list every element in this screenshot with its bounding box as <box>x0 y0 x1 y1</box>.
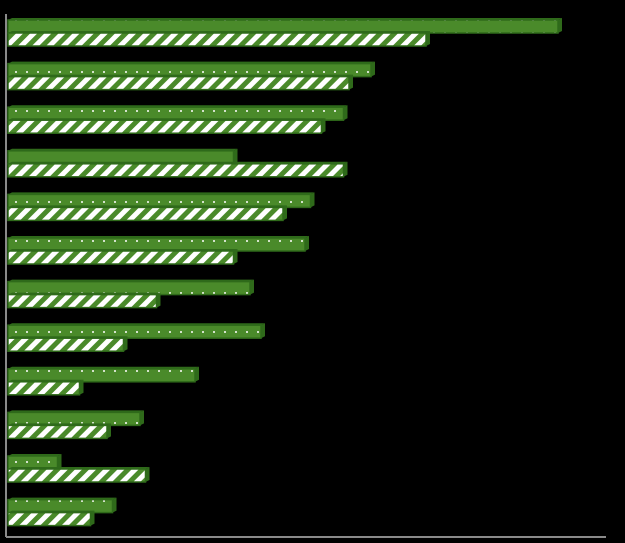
bar-series2-row-4 <box>7 161 348 178</box>
bar-series2-row-5-face <box>7 206 284 222</box>
bar-series2-row-12-side <box>90 510 95 526</box>
bar-series2-row-3-face <box>7 119 323 134</box>
bar-series2-row-7-side <box>156 292 161 308</box>
bar-series1-row-9-face <box>7 368 196 383</box>
bar-series2-row-10-face <box>7 424 108 440</box>
bar-series1-row-12-side <box>112 497 117 513</box>
bar-series1-row-11 <box>7 454 62 470</box>
bar-series2-row-6-face <box>7 250 235 265</box>
bar-series2-row-4-face <box>7 163 345 178</box>
bar-series1-row-10 <box>7 410 144 427</box>
bar-series1-row-12 <box>7 497 117 514</box>
bar-series2-row-9-face <box>7 381 81 396</box>
bar-series2-row-6-side <box>233 249 238 264</box>
bar-series2-row-7 <box>7 292 161 309</box>
bar-series2-row-10-side <box>107 423 111 439</box>
bar-series1-row-8 <box>7 323 265 339</box>
bar-series2-row-4-side <box>343 161 348 177</box>
bar-series1-row-10-side <box>140 410 144 426</box>
bar-series2-row-11 <box>7 467 150 483</box>
bar-series1-row-7-side <box>250 279 254 295</box>
bar-series2-row-8-face <box>7 337 125 352</box>
bar-series1-row-6-side <box>305 236 309 251</box>
bar-series1-row-8-side <box>261 323 265 339</box>
bar-series2-row-8 <box>7 336 128 352</box>
bar-series1-row-6 <box>7 236 309 252</box>
bar-series2-row-12-face <box>7 511 92 527</box>
bar-series1-row-1 <box>7 18 562 34</box>
bar-series2-row-1-face <box>7 32 427 47</box>
bar-series2-row-1-side <box>426 31 430 46</box>
bar-series2-row-1 <box>7 31 430 47</box>
bar-series2-row-11-face <box>7 468 147 483</box>
bar-series1-row-4-side <box>233 148 238 164</box>
bar-series2-row-5-side <box>283 205 287 221</box>
bar-series2-row-12 <box>7 510 95 527</box>
bar-series2-row-6 <box>7 249 238 265</box>
plot-area <box>7 18 562 527</box>
bar-series2-row-11-side <box>145 467 150 482</box>
bar-series1-row-5-side <box>310 192 315 208</box>
bar-series1-row-7 <box>7 279 254 296</box>
bar-series1-row-3 <box>7 105 348 121</box>
bar-series2-row-8-side <box>123 336 128 352</box>
bar-series2-row-10 <box>7 423 111 440</box>
bar-series2-row-9-side <box>79 379 84 395</box>
bar-series2-row-9 <box>7 379 84 396</box>
bar-series2-row-3-side <box>321 118 326 134</box>
bar-series1-row-3-side <box>343 105 348 121</box>
bar-series1-row-2-side <box>371 61 375 77</box>
bar-series1-row-4 <box>7 148 238 165</box>
bar-series2-row-2-face <box>7 75 350 91</box>
bar-series1-row-5 <box>7 192 315 209</box>
bar-series2-row-2 <box>7 74 353 91</box>
bar-series1-row-1-side <box>558 18 562 33</box>
bar-series2-row-5 <box>7 205 287 222</box>
bar-series2-row-2-side <box>349 74 353 90</box>
bar-series2-row-3 <box>7 118 326 134</box>
bar-series1-row-2 <box>7 61 375 78</box>
bar-series1-row-9-side <box>195 366 199 382</box>
bar-series1-row-8-face <box>7 324 262 339</box>
bar-series2-row-7-face <box>7 293 158 309</box>
bar-series1-row-11-side <box>57 454 62 469</box>
bar-series1-row-9 <box>7 366 199 383</box>
